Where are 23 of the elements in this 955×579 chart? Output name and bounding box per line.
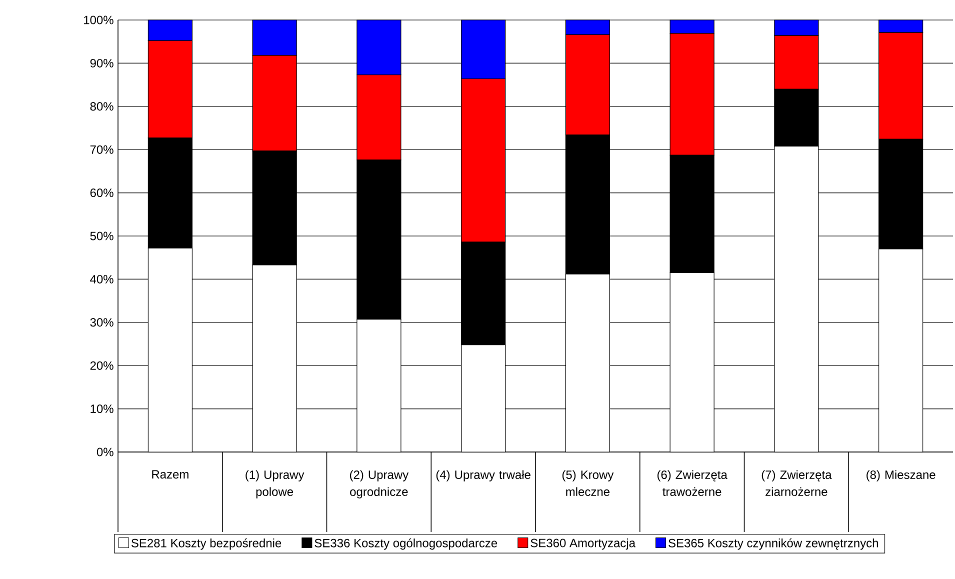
x-tick-label: (7) Zwierzęta ziarnożerne <box>762 470 832 496</box>
y-tick-label: 0% <box>96 448 114 456</box>
y-tick-label: 50% <box>90 232 114 240</box>
x-tick-label: (5) Krowy mleczne <box>562 470 614 496</box>
y-tick-label: 70% <box>90 145 114 154</box>
x-tick-label: Razem <box>152 470 188 479</box>
x-tick-label: (1) Uprawy polowe <box>246 470 304 498</box>
legend-label: SE360 Amortyzacja <box>530 538 636 550</box>
x-tick-label: (6) Zwierzęta trawożerne <box>657 470 728 496</box>
y-tick-label: 40% <box>90 274 114 284</box>
y-tick-label: 90% <box>90 58 114 68</box>
y-tick-label: 100% <box>84 16 114 24</box>
x-tick-label: (4) Uprawy trwałe <box>436 470 530 482</box>
y-tick-label: 60% <box>90 188 114 198</box>
y-tick-label: 80% <box>90 102 114 111</box>
y-tick-label: 30% <box>90 318 114 327</box>
legend-label: SE365 Koszty czynników zewnętrznych <box>668 538 878 550</box>
legend-label: SE336 Koszty ogólnogospodarcze <box>314 538 498 550</box>
y-tick-label: 20% <box>90 361 114 370</box>
x-tick-label: (2) Uprawy ogrodnicze <box>350 470 409 498</box>
x-tick-label: (8) Mieszane <box>866 470 936 482</box>
legend-label: SE281 Koszty bezpośrednie <box>131 538 282 550</box>
y-tick-label: 10% <box>90 404 114 414</box>
